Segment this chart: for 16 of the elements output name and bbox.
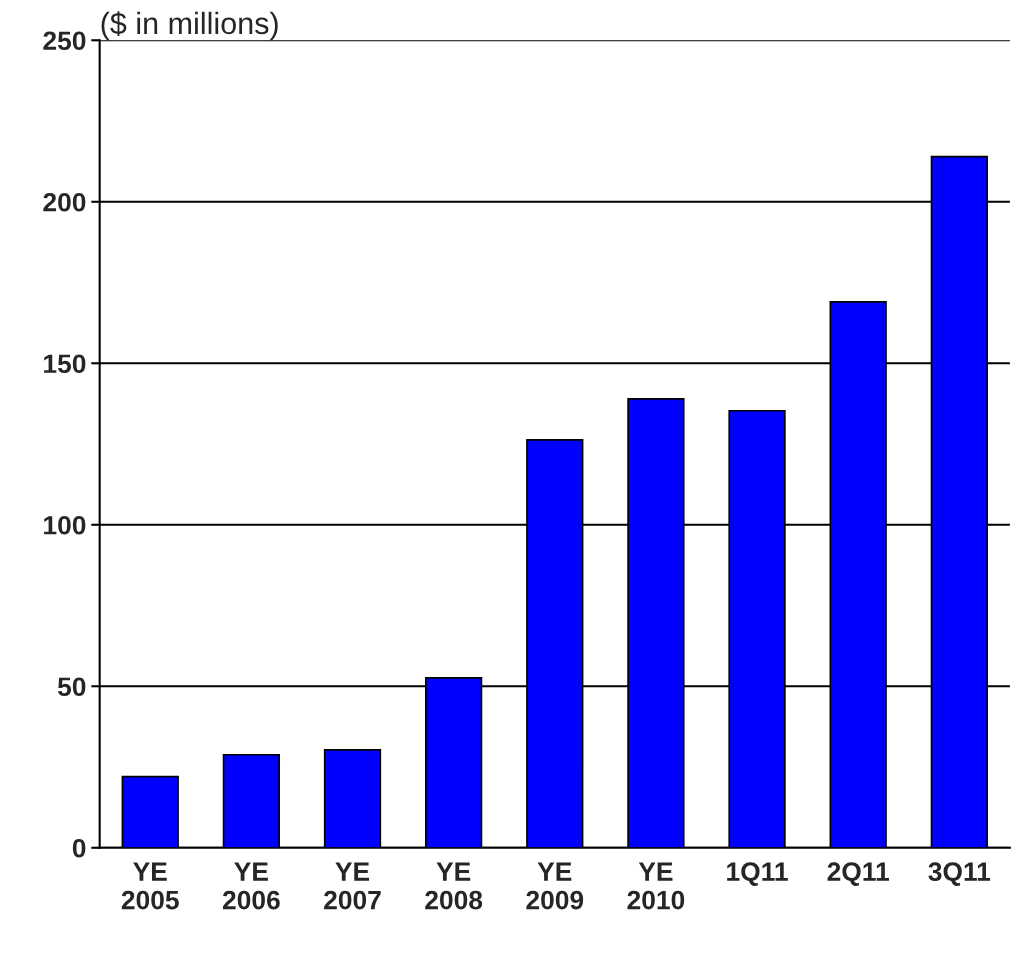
x-tick-label: YE 2008 [425,862,483,910]
x-tick-label: YE 2006 [222,862,280,910]
x-tick-label: 2Q11 [827,862,889,886]
x-tick-label: 3Q11 [928,862,991,886]
x-tick-label: YE 2005 [121,862,179,910]
y-tick-label: 250 [43,31,86,51]
x-tick-label: YE 2007 [324,862,381,910]
y-tick-label: 150 [44,354,86,374]
y-tick-label: 0 [72,838,86,858]
y-tick-label: 50 [57,677,86,697]
y-tick-label: 100 [44,515,86,535]
x-tick-label: YE 2010 [627,862,685,910]
y-axis-title: ($ in millions) [101,11,278,41]
x-tick-label: YE 2009 [526,862,584,910]
y-tick-label: 200 [43,192,86,212]
x-tick-label: 1Q11 [727,862,788,886]
